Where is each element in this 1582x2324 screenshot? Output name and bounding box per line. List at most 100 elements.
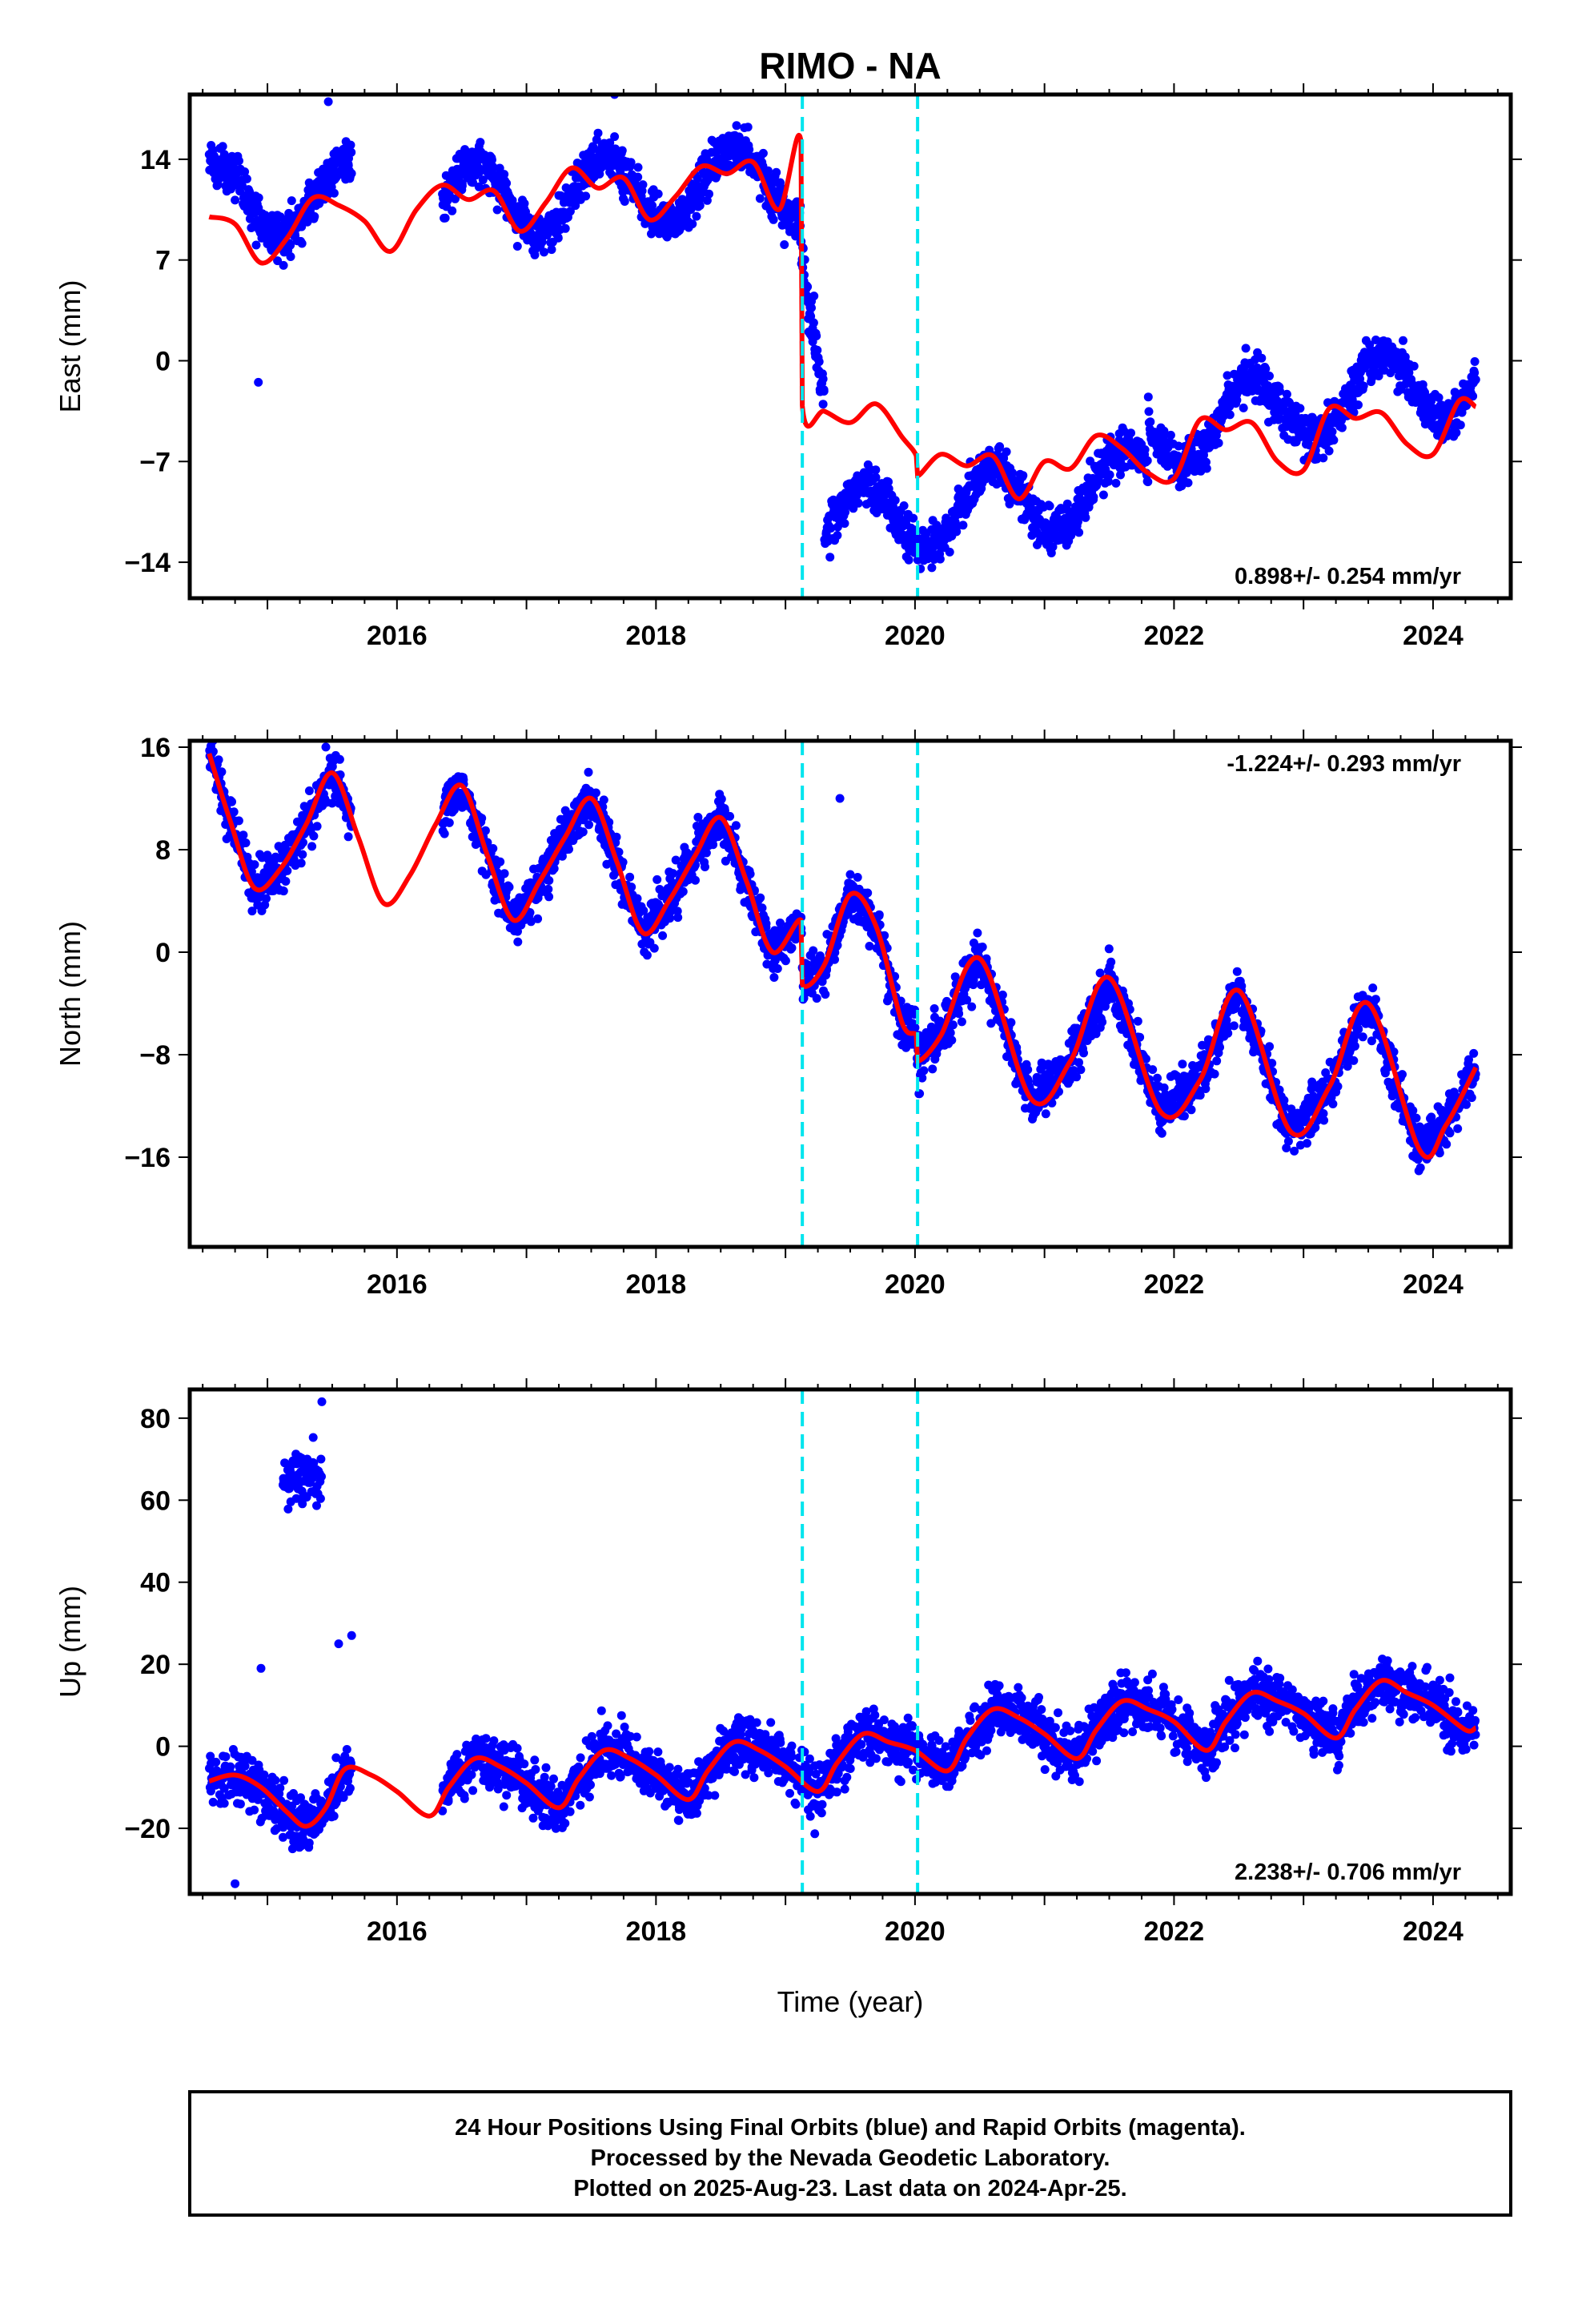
observation-point [653,189,663,199]
observation-point [1148,1065,1158,1075]
observation-point [214,755,223,765]
observation-point [1223,1028,1233,1038]
observation-point [958,521,968,530]
observation-point [818,400,828,409]
observation-point [440,829,449,838]
observation-point [286,252,295,261]
observation-point [930,1004,939,1013]
observation-point [1179,1112,1189,1121]
observation-point [457,181,467,191]
observation-point [1354,400,1363,410]
observation-point [593,128,603,138]
observation-point [1143,392,1153,402]
observation-point [1251,355,1260,364]
observation-point [1324,446,1334,456]
observation-point [652,875,662,884]
observation-point [818,374,828,384]
observation-point [691,875,700,885]
model-curve [208,132,1477,501]
observation-point [673,913,683,923]
observation-point [809,946,818,955]
observation-point [947,1035,957,1045]
x-tick-label: 2020 [885,621,946,651]
observation-point [910,1023,920,1032]
observation-point [1041,1109,1050,1119]
observation-point [1202,464,1211,473]
observation-point [239,830,248,840]
observation-point [1074,528,1084,537]
observation-point [298,850,307,859]
observation-point [1210,1069,1219,1079]
y-tick-label: 14 [140,145,171,175]
observation-point [840,519,849,529]
observation-point [474,182,484,191]
observation-point [762,959,772,969]
observation-point [761,919,771,928]
observation-point [1355,374,1365,384]
observation-point [1319,453,1328,463]
observation-point [343,832,353,842]
observation-point [812,332,821,340]
observation-point [745,869,755,879]
observation-point [496,857,505,866]
observation-point [307,842,317,851]
observation-point [633,172,643,182]
observation-point [476,138,485,147]
observation-point [871,465,881,475]
observation-point [1456,420,1465,430]
observation-point [1327,427,1337,436]
observation-point [1069,1066,1078,1076]
observation-point [1295,404,1305,413]
observation-point [1201,1084,1211,1093]
observation-point [830,955,839,964]
observation-point [1239,403,1248,412]
observation-point [1146,417,1155,427]
observation-point [218,142,227,151]
observation-point [544,884,553,894]
observation-point [909,513,918,523]
observation-point [669,869,678,879]
observation-point [671,855,681,865]
observation-point [884,477,893,487]
outlier-point [323,97,333,107]
observation-point [1399,336,1407,345]
observation-point [1142,456,1152,465]
observation-point [1452,428,1461,437]
observation-point [599,795,608,805]
observation-point [478,175,488,185]
observation-point [1214,438,1223,448]
observation-point [273,256,283,266]
observation-point [1183,478,1193,488]
observation-point [296,858,306,868]
observation-point [304,786,314,795]
observation-point [1106,957,1116,967]
observation-point [488,155,496,165]
observation-point [825,553,835,562]
observation-point [327,798,337,808]
x-tick-label: 2022 [1144,621,1205,651]
observation-point [649,943,659,953]
observation-point [1166,430,1175,440]
observation-point [565,207,575,216]
observation-point [451,194,460,203]
observation-point [492,205,502,215]
outlier-point [254,377,263,387]
observation-point [845,870,855,879]
observation-point [688,219,697,229]
observation-point [909,525,918,534]
observation-point [329,188,339,198]
observation-point [1282,389,1291,399]
observation-point [1133,1016,1142,1026]
observation-point [1006,1018,1016,1027]
observation-point [814,357,824,367]
observation-point [999,453,1009,463]
observation-point [1470,357,1480,366]
observation-point [217,767,227,777]
observation-point [865,942,874,951]
observation-point [978,943,987,951]
observation-point [812,994,821,1003]
observation-point [227,797,236,806]
observation-point [1225,410,1235,420]
x-tick-label: 2018 [626,621,687,651]
